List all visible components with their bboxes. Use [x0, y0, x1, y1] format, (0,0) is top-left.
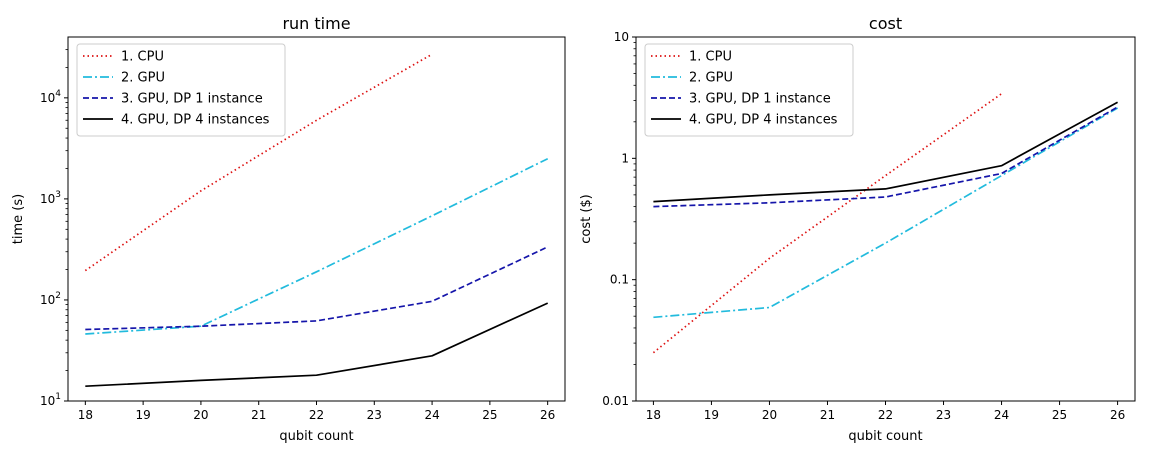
- series-line-2: [653, 107, 1119, 319]
- y-tick-label: 0.01: [602, 394, 629, 408]
- x-tick-label: 20: [762, 408, 777, 422]
- x-tick-label: 22: [878, 408, 893, 422]
- legend: 1. CPU 2. GPU 3. GPU, DP 1 instance 4. GPU,…: [644, 43, 854, 137]
- x-tick-label: 24: [424, 408, 439, 422]
- y-tick-label: 104: [40, 89, 61, 105]
- series-line-3: [85, 246, 549, 331]
- x-tick-label: 25: [482, 408, 497, 422]
- y-axis-label: cost ($): [579, 194, 594, 244]
- x-tick-label: 26: [540, 408, 555, 422]
- legend-box: [644, 43, 854, 137]
- x-tick-label: 23: [367, 408, 382, 422]
- x-tick-label: 21: [820, 408, 835, 422]
- y-tick-base: 10: [40, 293, 55, 307]
- legend-entry-3: 3. GPU, DP 1 instance: [121, 92, 263, 107]
- legend-entry-4: 4. GPU, DP 4 instances: [689, 113, 838, 128]
- y-tick-label: 1: [621, 151, 629, 165]
- legend-entry-2: 2. GPU: [121, 71, 165, 86]
- x-tick-label: 24: [994, 408, 1009, 422]
- legend: 1. CPU 2. GPU 3. GPU, DP 1 instance 4. GPU,…: [76, 43, 286, 137]
- legend-entry-1: 1. CPU: [121, 50, 164, 65]
- x-tick-label: 19: [704, 408, 719, 422]
- x-tick-label: 18: [646, 408, 661, 422]
- series-line-4: [653, 101, 1119, 203]
- x-tick-label: 23: [936, 408, 951, 422]
- legend-entry-4: 4. GPU, DP 4 instances: [121, 113, 270, 128]
- legend-box: [76, 43, 286, 137]
- cost-chart: cost 18 19 20 21 22 23 24 25 26 0.01 0.1 1 10 qubit co…: [579, 14, 1136, 444]
- series-line-2: [85, 157, 549, 335]
- chart-title: cost: [869, 14, 902, 33]
- legend-entry-2: 2. GPU: [689, 71, 733, 86]
- x-tick-label: 21: [251, 408, 266, 422]
- series-line-3: [653, 106, 1119, 208]
- y-tick-base: 10: [40, 394, 55, 408]
- y-tick-base: 10: [40, 91, 55, 105]
- y-axis-label: time (s): [11, 194, 26, 244]
- series-line-1: [652, 93, 1002, 354]
- plot-frame: [635, 36, 1136, 402]
- x-tick-label: 18: [78, 408, 93, 422]
- series-line-1: [84, 53, 433, 272]
- y-tick-exponent: 4: [55, 89, 61, 99]
- y-tick-label: 103: [40, 190, 61, 206]
- x-tick-label: 26: [1110, 408, 1125, 422]
- x-axis-label: qubit count: [279, 429, 353, 444]
- legend-entry-1: 1. CPU: [689, 50, 732, 65]
- x-axis-label: qubit count: [848, 429, 922, 444]
- y-tick-exponent: 2: [55, 291, 61, 301]
- y-tick-label: 0.1: [610, 273, 629, 287]
- y-tick-label: 10: [614, 30, 629, 44]
- y-tick-exponent: 3: [55, 190, 61, 200]
- y-tick-label: 101: [40, 392, 61, 408]
- x-tick-label: 25: [1052, 408, 1067, 422]
- legend-entry-3: 3. GPU, DP 1 instance: [689, 92, 831, 107]
- chart-title: run time: [282, 14, 350, 33]
- y-tick-label: 102: [40, 291, 61, 307]
- x-tick-label: 22: [309, 408, 324, 422]
- y-tick-base: 10: [40, 192, 55, 206]
- y-tick-exponent: 1: [55, 392, 61, 402]
- x-tick-label: 19: [135, 408, 150, 422]
- series-line-4: [85, 302, 549, 388]
- x-tick-label: 20: [193, 408, 208, 422]
- plot-frame: [67, 36, 566, 402]
